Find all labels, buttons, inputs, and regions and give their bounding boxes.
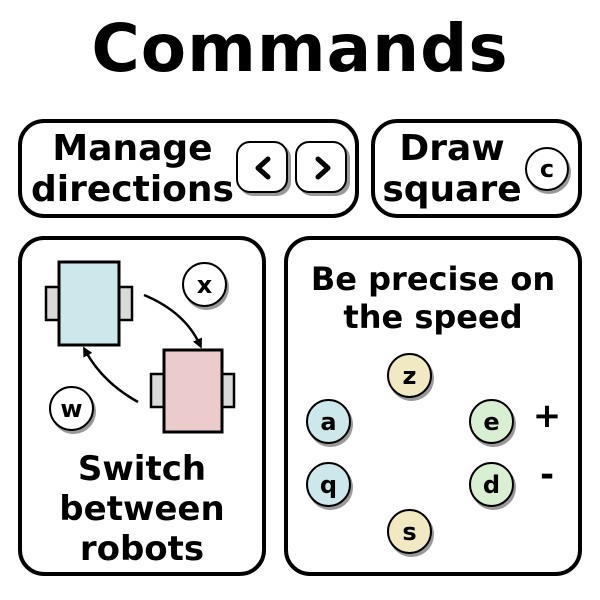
switch-label-line2: between: [59, 488, 225, 529]
robot-pink-icon: [149, 348, 236, 434]
draw-square-label: Draw square: [380, 128, 524, 211]
manage-label-line1: Manage: [52, 128, 213, 169]
key-q-label: q: [319, 470, 338, 499]
speed-label-line2: the speed: [343, 298, 523, 337]
key-d-label: d: [482, 470, 501, 499]
key-e-label: e: [483, 407, 500, 436]
plus-sign: +: [532, 396, 562, 436]
right-arrow-key[interactable]: [295, 141, 347, 193]
key-c[interactable]: c: [525, 147, 569, 191]
key-a[interactable]: a: [306, 399, 351, 444]
draw-label-line2: square: [382, 169, 522, 211]
manage-label-line2: directions: [31, 169, 234, 211]
arrow-to-pink-icon: [143, 293, 203, 349]
switch-robots-label: Switch between robots: [22, 449, 262, 569]
key-q[interactable]: q: [306, 462, 351, 507]
key-z-label: z: [402, 361, 417, 390]
key-x-label: x: [196, 270, 213, 299]
robot-blue-icon: [44, 260, 134, 347]
key-x[interactable]: x: [182, 262, 227, 307]
key-e[interactable]: e: [469, 399, 514, 444]
left-arrow-key[interactable]: [236, 141, 288, 193]
switch-label-line3: robots: [79, 528, 205, 569]
key-s-label: s: [402, 517, 417, 546]
chevron-left-icon: [255, 156, 271, 180]
chevron-right-icon: [315, 156, 331, 180]
page-title: Commands: [91, 10, 509, 87]
minus-sign: -: [539, 455, 555, 495]
key-z[interactable]: z: [387, 353, 432, 398]
key-c-label: c: [539, 155, 555, 183]
key-s[interactable]: s: [387, 509, 432, 554]
key-a-label: a: [320, 407, 337, 436]
speed-label-line1: Be precise on: [310, 260, 556, 298]
key-d[interactable]: d: [469, 462, 514, 507]
manage-directions-label: Manage directions: [30, 128, 235, 211]
switch-label-line1: Switch: [77, 449, 207, 489]
draw-label-line1: Draw: [399, 128, 505, 169]
key-w[interactable]: w: [49, 386, 94, 431]
key-w-label: w: [60, 394, 83, 423]
speed-label: Be precise on the speed: [290, 260, 576, 337]
arrow-to-blue-icon: [83, 346, 139, 404]
